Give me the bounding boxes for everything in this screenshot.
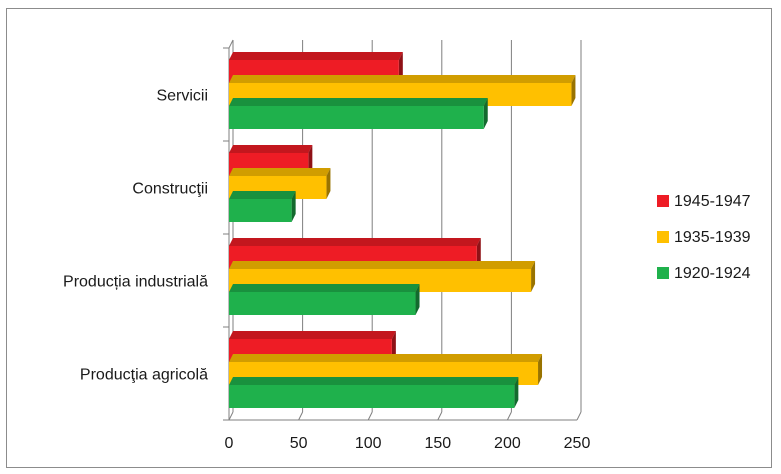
- bar-side-face: [291, 191, 296, 222]
- bar-front-face: [229, 385, 515, 408]
- category-label: Producţia agricolă: [80, 367, 208, 384]
- floor-tick: [506, 411, 512, 421]
- legend-label: 1920-1924: [674, 265, 751, 282]
- legend-swatch: [657, 267, 669, 279]
- legend-label: 1935-1939: [674, 229, 751, 246]
- floor-tick: [576, 411, 582, 421]
- labels-layer: 0 50 100 150 200 250 Servicii Construcţii Produc…: [63, 88, 590, 453]
- bar-top-face: [229, 261, 536, 269]
- floor-tick: [437, 411, 443, 421]
- floor-tick: [228, 411, 234, 421]
- bar-side-face: [514, 377, 519, 408]
- x-tick-label: 50: [290, 435, 308, 452]
- bar-front-face: [229, 199, 292, 222]
- y-axis-top-edge: [228, 39, 234, 49]
- bar-side-face: [531, 261, 536, 292]
- bar-top-face: [229, 52, 403, 60]
- floor-tick: [367, 411, 373, 421]
- bar-top-face: [229, 284, 420, 292]
- bar-top-face: [229, 145, 313, 153]
- bar-side-face: [326, 168, 331, 199]
- legend-label: 1945-1947: [674, 193, 751, 210]
- bar: [229, 284, 420, 315]
- bar-top-face: [229, 98, 488, 106]
- bar-top-face: [229, 377, 519, 385]
- bar-top-face: [229, 191, 296, 199]
- category-label: Producția industrială: [63, 274, 208, 291]
- bar-front-face: [229, 106, 484, 129]
- x-tick-label: 100: [355, 435, 382, 452]
- floor-tick: [298, 411, 304, 421]
- bar-front-face: [229, 292, 416, 315]
- bar-top-face: [229, 75, 576, 83]
- legend-swatch: [657, 195, 669, 207]
- x-tick-label: 0: [225, 435, 234, 452]
- category-label: Servicii: [156, 88, 208, 105]
- legend: 1945-1947 1935-1939 1920-1924: [657, 193, 751, 282]
- bar-top-face: [229, 331, 396, 339]
- legend-swatch: [657, 231, 669, 243]
- bar-top-face: [229, 168, 331, 176]
- bar-top-face: [229, 354, 543, 362]
- x-tick-label: 150: [424, 435, 451, 452]
- bar-side-face: [415, 284, 420, 315]
- bar-side-face: [538, 354, 543, 385]
- bars-layer: [229, 52, 576, 408]
- bar-top-face: [229, 238, 481, 246]
- bar: [229, 98, 488, 129]
- bar: [229, 191, 296, 222]
- category-label: Construcţii: [132, 181, 208, 198]
- bar-side-face: [483, 98, 488, 129]
- bar: [229, 377, 519, 408]
- x-tick-label: 250: [564, 435, 591, 452]
- bar-side-face: [571, 75, 576, 106]
- x-tick-label: 200: [494, 435, 521, 452]
